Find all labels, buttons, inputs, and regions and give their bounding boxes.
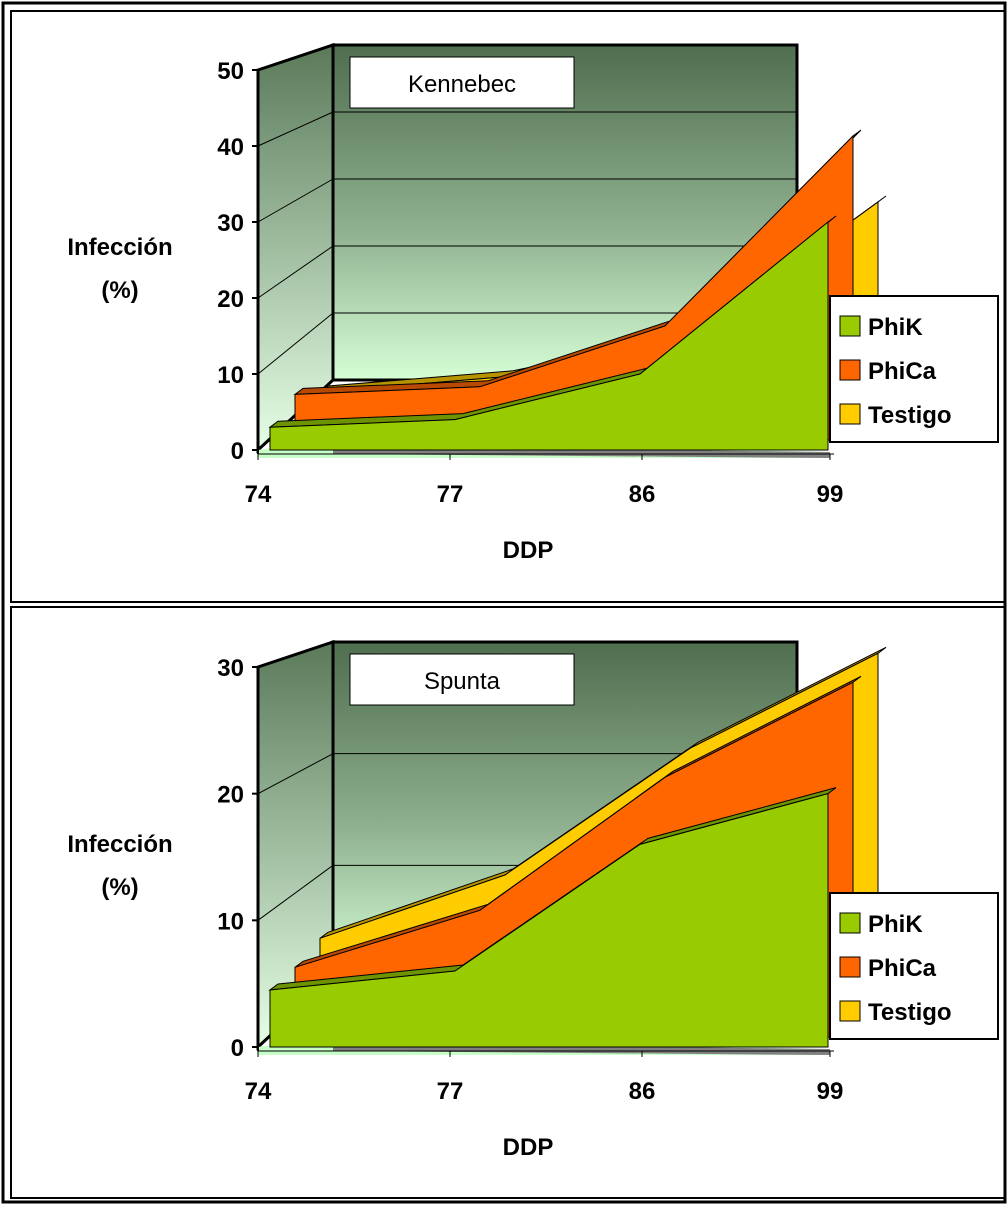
y-tick-label: 50 xyxy=(217,58,244,85)
gridline-side xyxy=(257,753,334,795)
legend-label-PhiK: PhiK xyxy=(868,911,923,938)
x-tick-label: 86 xyxy=(629,1078,656,1105)
title-box xyxy=(349,653,575,706)
chart-kennebec: 0 10 20 30 40 50 74 77 86 99 Infección (%) DDP Kenneb… xyxy=(67,42,999,564)
y-axis-title-unit: (%) xyxy=(101,874,138,901)
y-tick-label: 40 xyxy=(217,134,244,161)
x-axis-title: DDP xyxy=(503,537,554,564)
gridline-side xyxy=(257,245,334,299)
y-tick-label: 20 xyxy=(217,286,244,313)
y-axis-title-unit: (%) xyxy=(101,277,138,304)
x-tick-label: 77 xyxy=(437,481,464,508)
x-tick-label: 86 xyxy=(629,481,656,508)
legend-swatch-Testigo xyxy=(839,403,861,425)
x-tick-label: 74 xyxy=(245,481,272,508)
y-tick-label: 0 xyxy=(231,438,244,465)
legend-label-PhiCa: PhiCa xyxy=(868,358,937,385)
x-tick-label: 77 xyxy=(437,1078,464,1105)
legend-swatch-PhiK xyxy=(839,912,861,934)
gridline-side xyxy=(257,312,334,375)
legend-swatch-Testigo xyxy=(839,1000,861,1022)
y-axis-title: Infección xyxy=(67,831,172,858)
x-axis-title: DDP xyxy=(503,1134,554,1161)
legend-label-PhiCa: PhiCa xyxy=(868,955,937,982)
y-tick-label: 30 xyxy=(217,210,244,237)
x-tick-label: 99 xyxy=(817,481,844,508)
y-tick-label: 10 xyxy=(217,362,244,389)
gridline-side xyxy=(257,864,334,921)
y-tick-label: 0 xyxy=(231,1035,244,1062)
panel-border-top xyxy=(10,10,1006,603)
x-tick-label: 99 xyxy=(817,1078,844,1105)
y-axis-title: Infección xyxy=(67,234,172,261)
y-tick-label: 20 xyxy=(217,782,244,809)
y-tick-label: 10 xyxy=(217,908,244,935)
x-tick-label: 74 xyxy=(245,1078,272,1105)
legend-label-PhiK: PhiK xyxy=(868,314,923,341)
legend-swatch-PhiCa xyxy=(839,359,861,381)
legend-label-Testigo: Testigo xyxy=(868,999,952,1026)
gridline-side xyxy=(257,178,334,223)
chart-spunta: 0 10 20 30 74 77 86 99 Infección (%) DDP Spunta PhiK… xyxy=(67,639,999,1161)
chart-title: Kennebec xyxy=(408,71,516,98)
legend-swatch-PhiK xyxy=(839,315,861,337)
panel-border-bottom xyxy=(10,606,1006,1199)
legend-label-Testigo: Testigo xyxy=(868,402,952,429)
gridline-side xyxy=(257,111,334,147)
legend-swatch-PhiCa xyxy=(839,956,861,978)
chart-title: Spunta xyxy=(424,668,501,695)
title-box xyxy=(349,56,575,109)
y-tick-label: 30 xyxy=(217,655,244,682)
